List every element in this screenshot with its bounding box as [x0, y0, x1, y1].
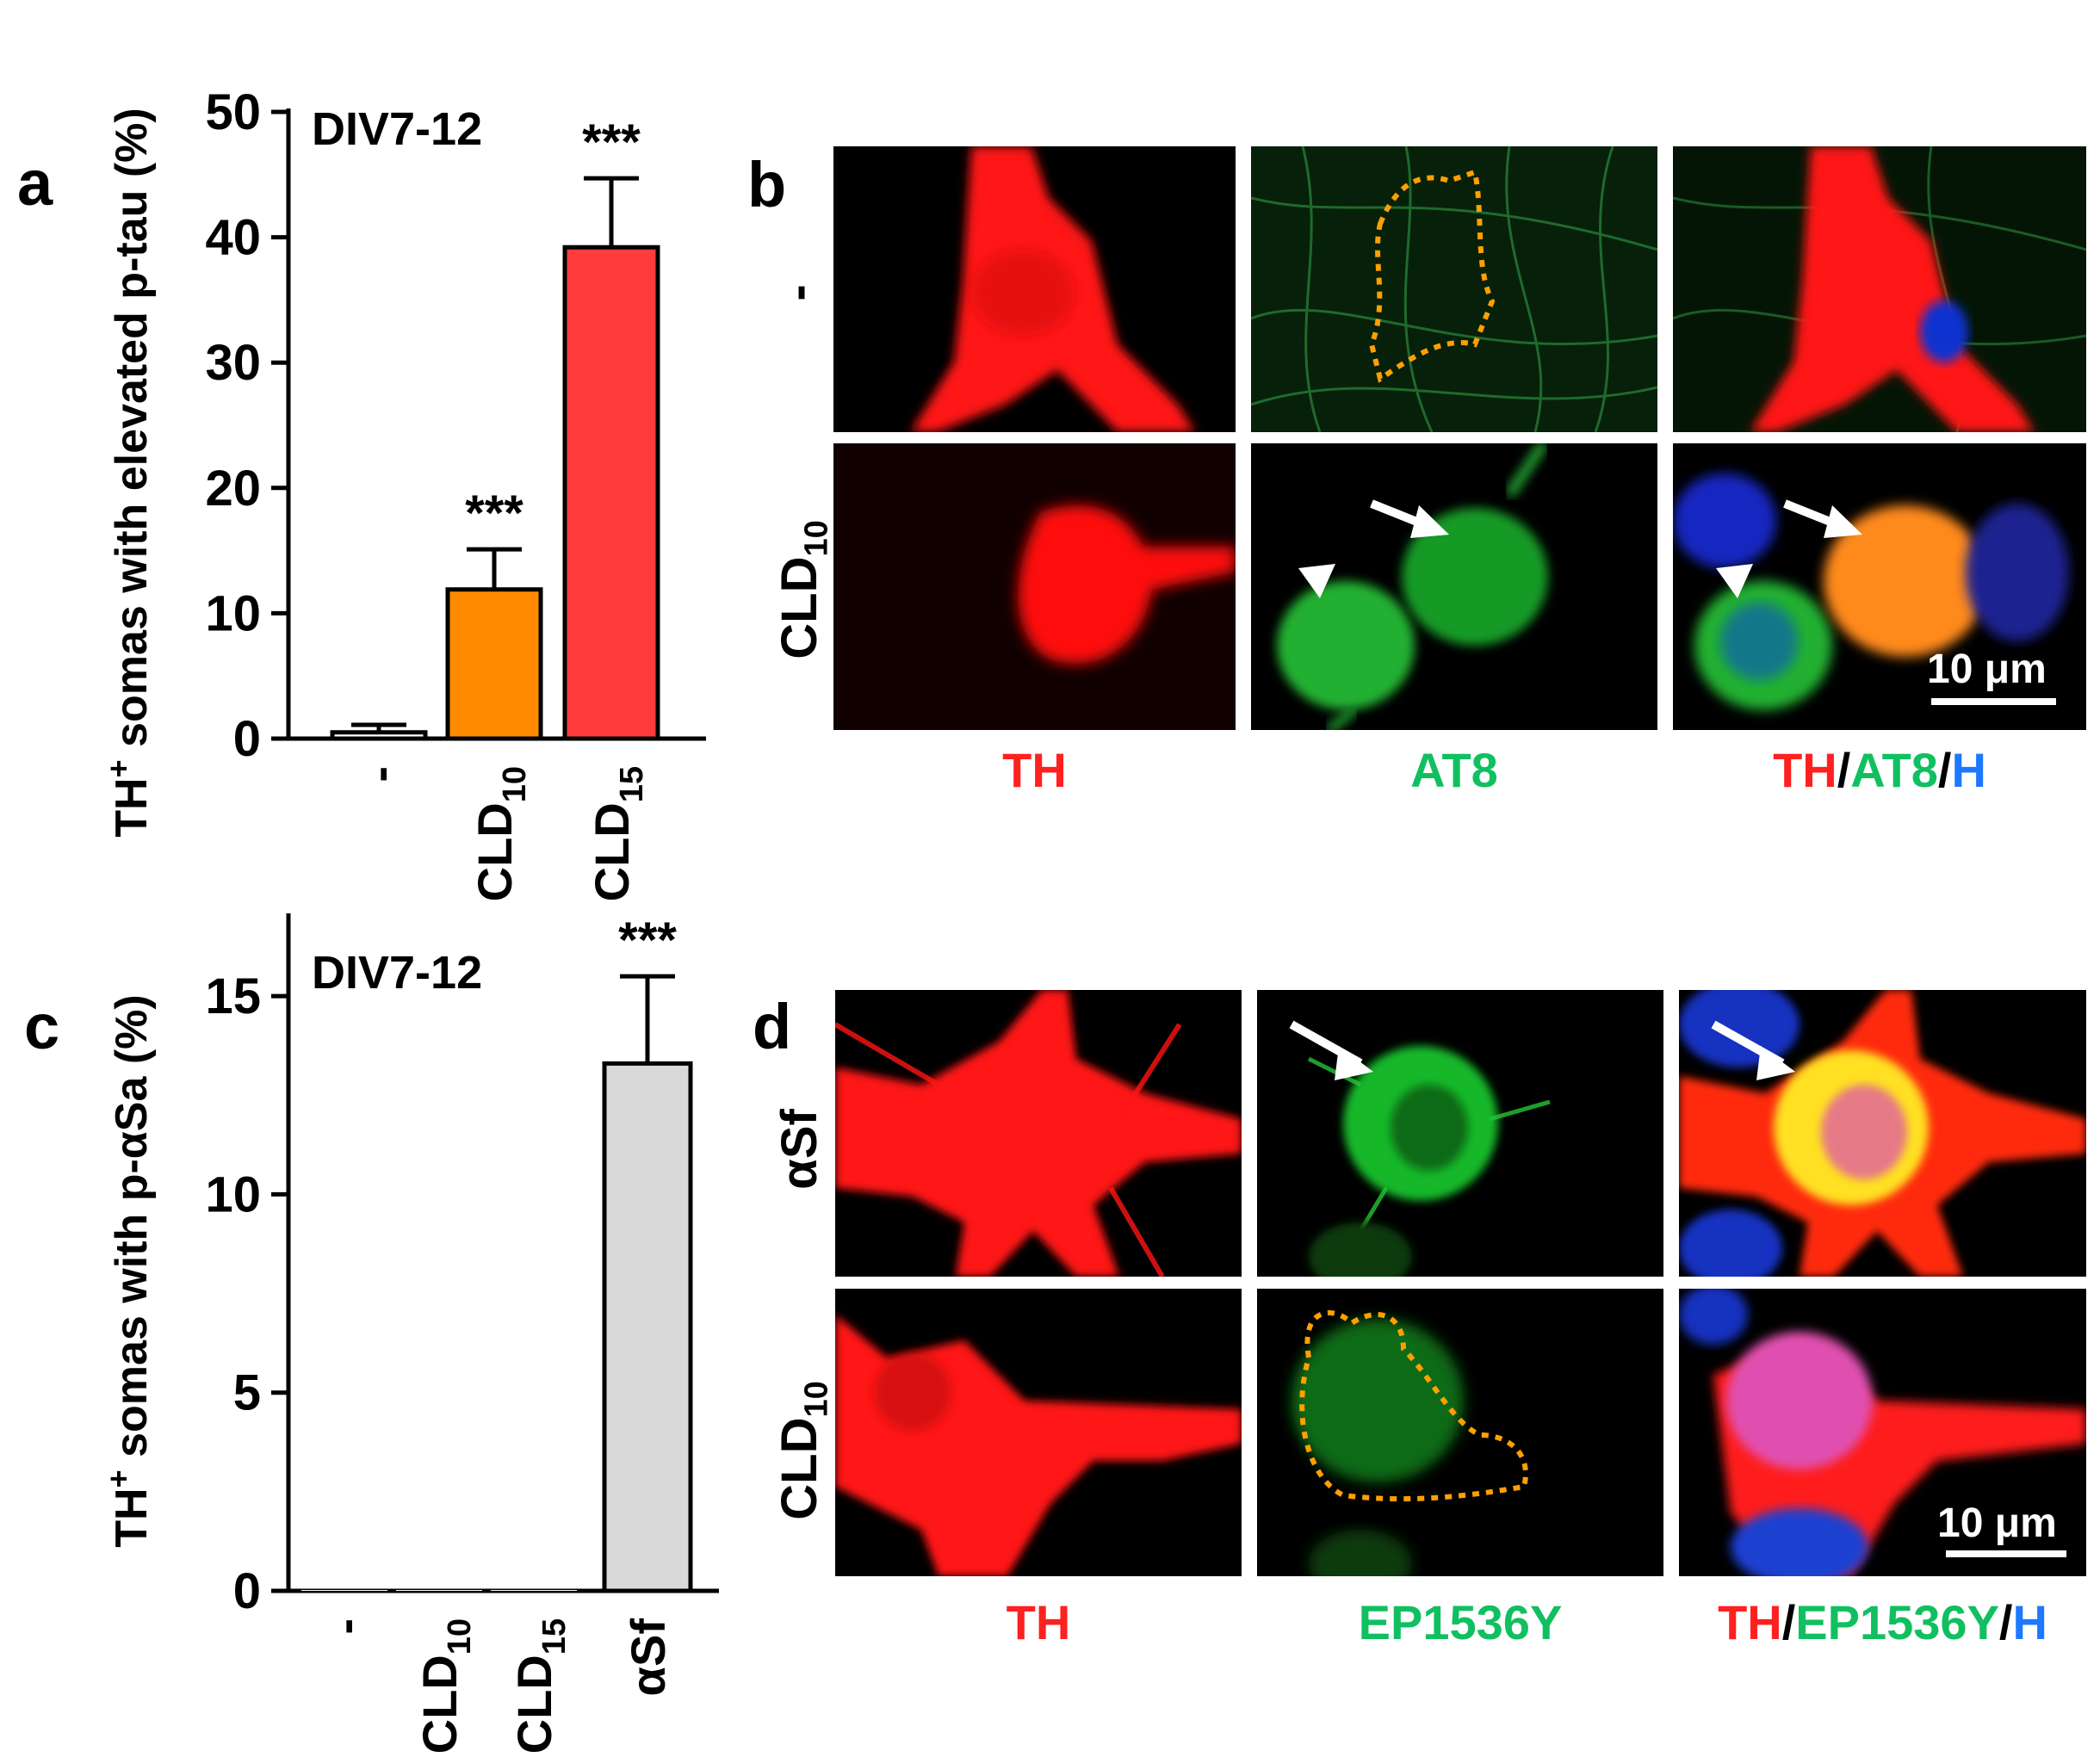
- panel-letter-b: b: [747, 149, 787, 220]
- y-tick-label: 0: [233, 711, 261, 767]
- bar-0: [330, 730, 428, 741]
- micrograph-d-merge-cld10: 10 μm: [1679, 1289, 2086, 1576]
- category-label-main: αSf: [621, 1618, 675, 1697]
- scale-bar-label-b: 10 μm: [1927, 647, 2047, 692]
- caption-b-merge: TH/AT8/H: [1773, 743, 1986, 797]
- category-label-2: CLD15: [507, 1618, 573, 1754]
- y-tick-label: 0: [233, 1563, 261, 1619]
- micrograph-b-merge-control: [1673, 146, 2086, 432]
- significance-1: ***: [465, 486, 523, 541]
- row-label-d-cld10: CLD10: [771, 1381, 835, 1520]
- caption-d-merge: TH/EP1536Y/H: [1718, 1595, 2047, 1649]
- micrograph-b-merge-cld10: 10 μm: [1673, 443, 2086, 730]
- panel-letter-a: a: [17, 147, 53, 219]
- y-tick-label: 10: [205, 585, 261, 641]
- caption-d-th: TH: [1006, 1595, 1071, 1649]
- category-label-1: CLD10: [412, 1618, 478, 1754]
- panel-letter-c: c: [24, 991, 60, 1062]
- y-axis-label-sup: +: [101, 759, 136, 777]
- chart-annotation: DIV7-12: [312, 103, 482, 155]
- bar-2: [562, 244, 660, 741]
- y-tick-label: 50: [205, 84, 261, 140]
- row-label-b-cld10: CLD10: [771, 520, 835, 659]
- y-axis-label: TH+ somas with p-αSa (%): [101, 994, 157, 1547]
- bar-2: [491, 1590, 577, 1591]
- micrograph-d-th-cld10: [835, 1289, 1242, 1576]
- y-axis-label-rest: somas with elevated p-tau (%): [107, 108, 157, 759]
- y-tick-label: 10: [205, 1166, 261, 1222]
- category-label-sub: 15: [614, 766, 650, 802]
- significance-2: ***: [582, 114, 641, 170]
- category-label-main: -: [352, 766, 406, 783]
- category-label-3: αSf: [621, 1618, 675, 1697]
- category-label-main: -: [318, 1618, 372, 1635]
- y-tick-label: 30: [205, 335, 261, 391]
- bar-1: [445, 587, 543, 741]
- micrograph-d-merge-asf: [1679, 990, 2086, 1277]
- y-axis-label-main: TH: [107, 777, 157, 837]
- y-tick-label: 20: [205, 461, 261, 517]
- row-label-b-control: -: [770, 284, 826, 301]
- micrograph-d-ep1536y-asf: [1257, 990, 1663, 1277]
- y-tick-label: 5: [233, 1365, 261, 1421]
- y-axis-label-rest: somas with p-αSa (%): [107, 994, 157, 1469]
- y-axis-label-main: TH: [107, 1488, 157, 1547]
- micrograph-b-th-control: [833, 146, 1236, 432]
- scale-bar-label-d: 10 μm: [1937, 1500, 2057, 1546]
- bar-0: [301, 1590, 387, 1591]
- chart-annotation: DIV7-12: [312, 947, 482, 999]
- row-label-d-asf: αSf: [771, 1109, 827, 1190]
- category-label-1: CLD10: [468, 766, 533, 901]
- y-tick-label: 15: [205, 968, 261, 1024]
- y-axis-label-sup: +: [101, 1469, 136, 1488]
- micrograph-b-at8-control: [1251, 146, 1657, 432]
- micrograph-b-at8-cld10: [1251, 443, 1657, 730]
- category-label-2: CLD15: [585, 766, 650, 901]
- chart-c: 0 5 10 15 DIV7-12 TH+ somas with p-αSa (%) - CL…: [101, 913, 719, 1754]
- category-label-main: CLD: [507, 1655, 561, 1754]
- caption-d-ep1536y: EP1536Y: [1358, 1595, 1563, 1649]
- micrograph-b-th-cld10: [833, 443, 1236, 730]
- chart-a: 0 10 20 30 40 50 DIV7-12 TH+ somas with elevate…: [101, 84, 706, 901]
- caption-b-th: TH: [1002, 743, 1067, 797]
- category-label-sub: 15: [536, 1618, 573, 1655]
- bar-3: [602, 1061, 693, 1593]
- caption-b-at8: AT8: [1410, 743, 1498, 797]
- panel-letter-d: d: [753, 991, 792, 1062]
- category-label-sub: 10: [442, 1618, 478, 1655]
- significance-3: ***: [618, 913, 677, 968]
- category-label-0: -: [318, 1618, 372, 1635]
- y-axis-label: TH+ somas with elevated p-tau (%): [101, 108, 157, 837]
- category-label-main: CLD: [412, 1655, 467, 1754]
- category-label-sub: 10: [497, 766, 533, 802]
- micrograph-d-ep1536y-cld10: [1257, 1289, 1663, 1576]
- micrograph-d-th-asf: [835, 990, 1242, 1277]
- bar-1: [396, 1590, 482, 1591]
- category-label-0: -: [352, 766, 406, 783]
- category-label-main: CLD: [468, 802, 522, 901]
- category-label-main: CLD: [585, 802, 639, 901]
- y-tick-label: 40: [205, 210, 261, 266]
